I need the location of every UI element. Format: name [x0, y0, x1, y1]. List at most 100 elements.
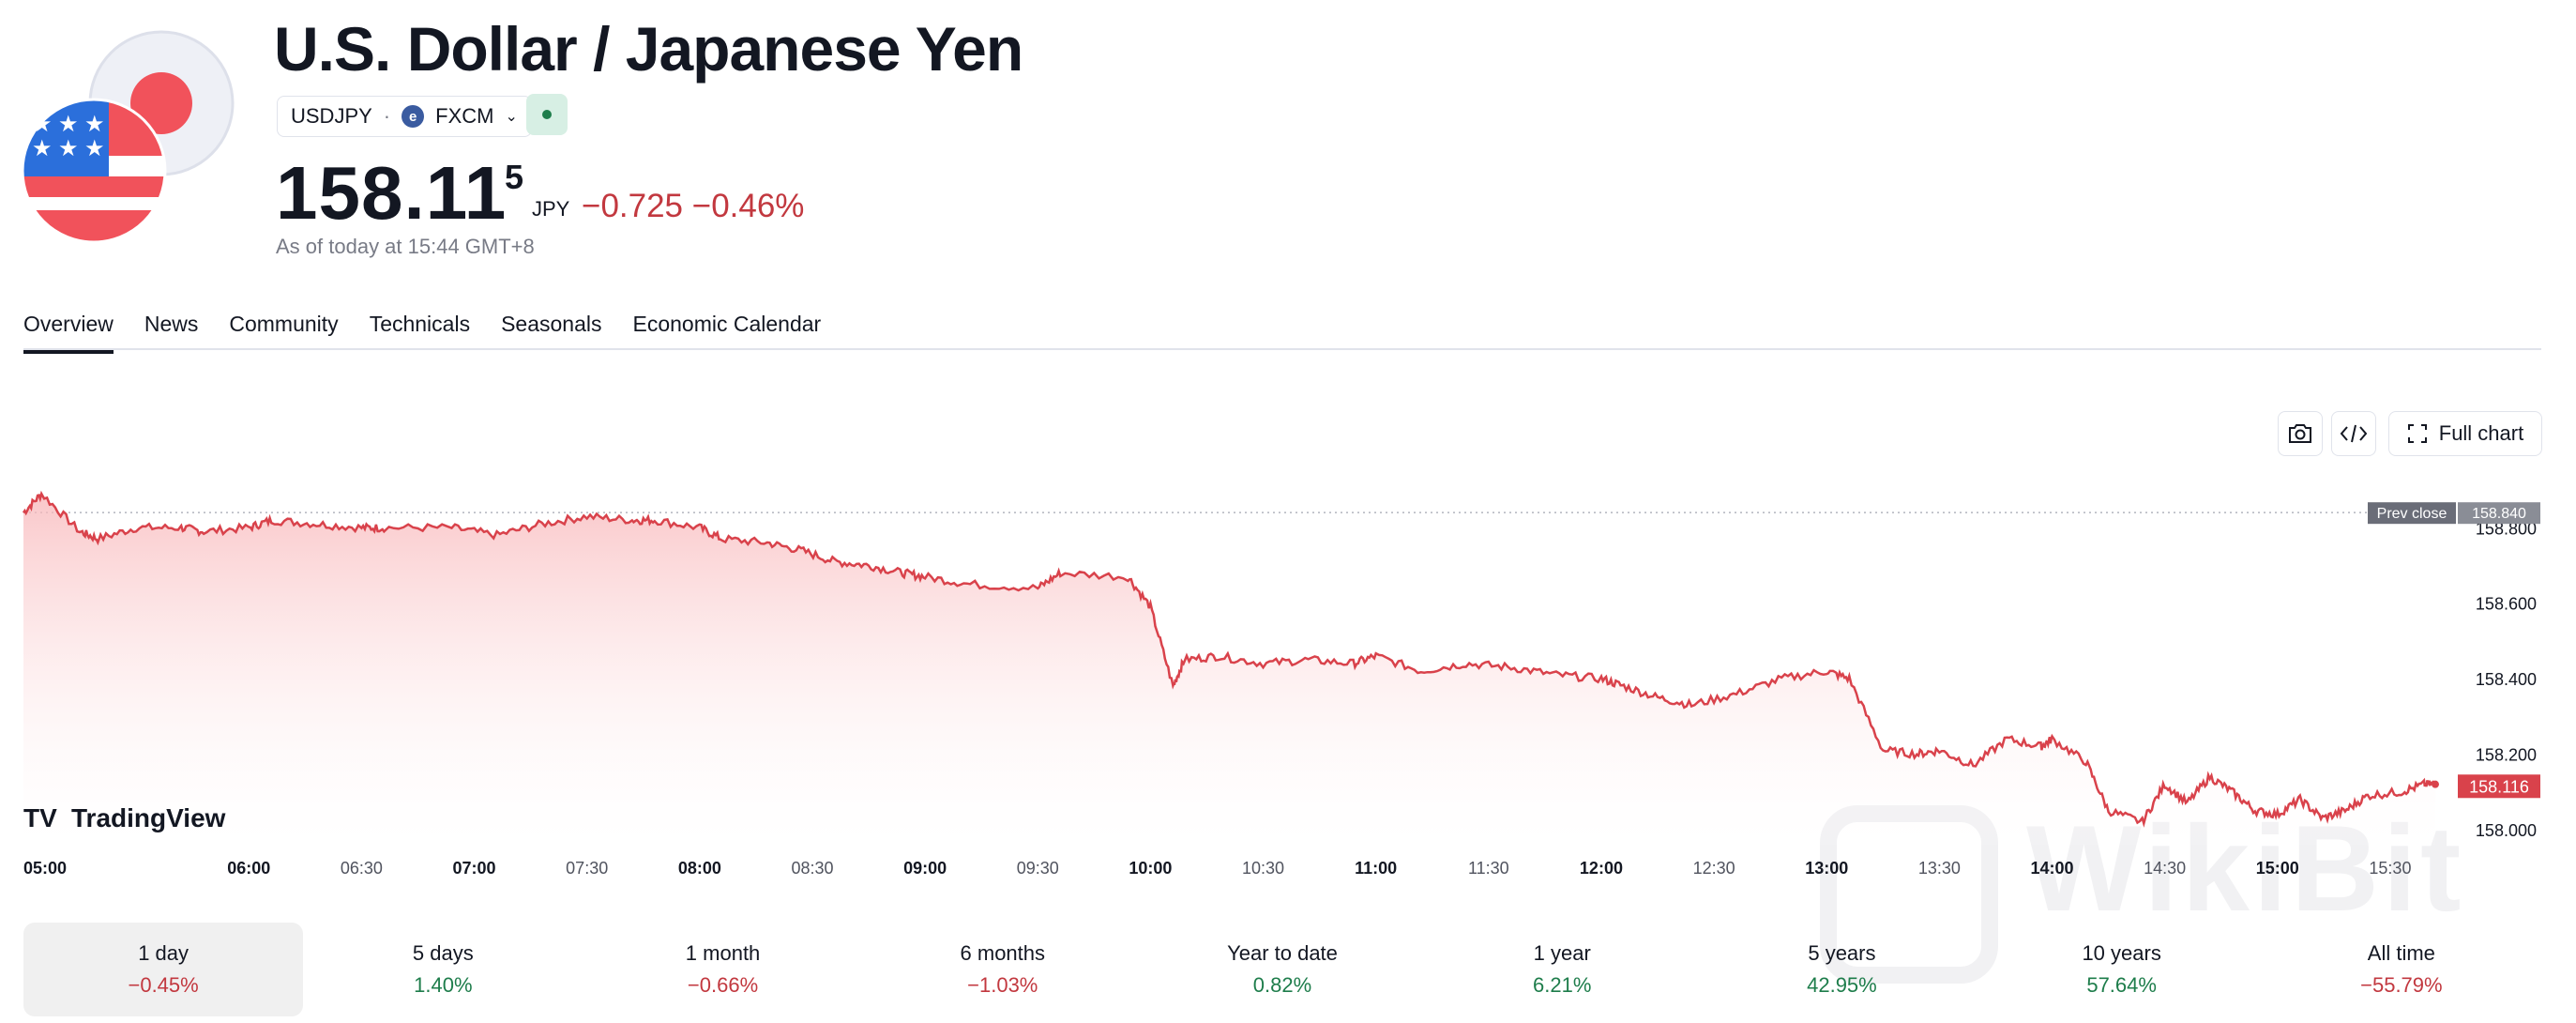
tab-overview[interactable]: Overview [23, 312, 114, 354]
period-5-years[interactable]: 5 years 42.95% [1702, 923, 1981, 1016]
x-tick-label: 08:00 [678, 859, 721, 878]
period-value: −0.66% [687, 973, 759, 997]
last-price-dot [2431, 780, 2439, 788]
price-fraction: 5 [505, 158, 524, 196]
price-value: 158.11 [276, 151, 508, 235]
tab-technicals[interactable]: Technicals [369, 312, 471, 336]
prev-close-label-bg [2368, 502, 2456, 525]
screenshot-button[interactable] [2278, 411, 2323, 456]
x-tick-label: 09:30 [1017, 859, 1059, 878]
price-chart[interactable]: 158.800 158.600 158.400 158.200 158.000 Prev … [0, 460, 2576, 892]
code-icon [2340, 424, 2368, 443]
period-value: 42.95% [1807, 973, 1877, 997]
svg-text:★: ★ [32, 135, 53, 161]
price-line [22, 490, 2436, 828]
period-6-months[interactable]: 6 months −1.03% [863, 923, 1143, 1016]
expand-icon [2407, 424, 2427, 443]
chevron-down-icon: ⌄ [505, 109, 518, 125]
prev-close-label: Prev close [2377, 506, 2447, 522]
x-tick-label: 10:30 [1242, 859, 1284, 878]
period-label: All time [2367, 941, 2435, 965]
page-title: U.S. Dollar / Japanese Yen [274, 14, 1023, 84]
x-tick-label: 11:00 [1355, 859, 1397, 878]
x-tick-label: 13:30 [1918, 859, 1961, 878]
prev-close-value-bg [2458, 502, 2540, 525]
x-tick-label: 09:00 [903, 859, 947, 878]
y-tick-label: 158.200 [2476, 746, 2537, 765]
currency-flags-icon: ★ ★ ★ ★ ★ ★ [21, 30, 235, 244]
embed-code-button[interactable] [2331, 411, 2376, 456]
period-10-years[interactable]: 10 years 57.64% [1982, 923, 2262, 1016]
tab-community[interactable]: Community [229, 312, 339, 336]
status-dot-icon [542, 110, 552, 119]
tradingview-wordmark: TradingView [71, 803, 226, 832]
y-tick-label: 158.400 [2476, 670, 2537, 689]
period-value: −1.03% [967, 973, 1038, 997]
period-value: 0.82% [1252, 973, 1312, 997]
fxcm-icon: e [402, 105, 425, 128]
period-label: 5 years [1808, 941, 1876, 965]
period-value: −55.79% [2360, 973, 2443, 997]
symbol-exchange-selector[interactable]: USDJPY · e FXCM ⌄ [277, 96, 532, 137]
period-performance-row: 1 day −0.45% 5 days 1.40% 1 month −0.66%… [23, 923, 2541, 1016]
svg-text:★: ★ [84, 135, 105, 161]
y-tick-label: 158.600 [2476, 595, 2537, 614]
x-tick-label: 06:00 [227, 859, 270, 878]
x-tick-label: 10:00 [1129, 859, 1172, 878]
period-1-year[interactable]: 1 year 6.21% [1422, 923, 1702, 1016]
x-tick-label: 14:30 [2144, 859, 2186, 878]
x-tick-label: 12:00 [1580, 859, 1623, 878]
period-1-day[interactable]: 1 day −0.45% [23, 923, 304, 1016]
period-label: 1 year [1533, 941, 1591, 965]
separator: · [383, 104, 391, 128]
tab-bar: Overview News Community Technicals Seaso… [23, 312, 852, 354]
price-change: −0.725 −0.46% [582, 188, 805, 224]
price-area [23, 494, 2435, 845]
x-tick-label: 13:00 [1805, 859, 1848, 878]
period-year-to-date[interactable]: Year to date 0.82% [1143, 923, 1422, 1016]
svg-text:★: ★ [58, 135, 79, 161]
full-chart-label: Full chart [2438, 421, 2524, 445]
prev-close-tag: Prev close 158.840 [2368, 502, 2540, 525]
camera-icon [2289, 424, 2311, 443]
period-all-time[interactable]: All time −55.79% [2262, 923, 2541, 1016]
tab-seasonals[interactable]: Seasonals [501, 312, 602, 336]
as-of-timestamp: As of today at 15:44 GMT+8 [276, 235, 535, 258]
y-tick-label: 158.800 [2476, 519, 2537, 538]
period-1-month[interactable]: 1 month −0.66% [583, 923, 862, 1016]
y-tick-label: 158.000 [2476, 821, 2537, 840]
x-tick-label: 07:30 [566, 859, 608, 878]
x-tick-label: 15:30 [2369, 859, 2411, 878]
x-tick-label: 07:00 [453, 859, 496, 878]
period-value: −0.45% [128, 973, 199, 997]
last-price-label: 158.116 [2469, 777, 2529, 796]
tradingview-logo[interactable]: TV TradingView [23, 803, 226, 832]
period-label: Year to date [1227, 941, 1338, 965]
symbol-label: USDJPY [291, 104, 372, 128]
period-label: 10 years [2082, 941, 2161, 965]
tab-news[interactable]: News [144, 312, 199, 336]
x-tick-label: 15:00 [2256, 859, 2299, 878]
x-tick-label: 05:00 [23, 859, 67, 878]
x-tick-label: 06:30 [341, 859, 383, 878]
svg-text:★: ★ [84, 111, 105, 137]
tab-divider [23, 348, 2541, 350]
x-tick-label: 11:30 [1468, 859, 1509, 878]
x-tick-label: 08:30 [791, 859, 833, 878]
market-status-badge[interactable] [526, 94, 568, 135]
period-value: 6.21% [1533, 973, 1592, 997]
full-chart-button[interactable]: Full chart [2388, 411, 2542, 456]
last-price-tag: 158.116 [2458, 774, 2540, 799]
x-tick-label: 12:30 [1693, 859, 1735, 878]
price-currency: JPY [532, 197, 570, 221]
tab-economic-calendar[interactable]: Economic Calendar [632, 312, 822, 336]
exchange-label: FXCM [435, 104, 494, 128]
period-value: 57.64% [2086, 973, 2157, 997]
period-value: 1.40% [414, 973, 473, 997]
last-price-bg [2458, 774, 2540, 799]
tradingview-mark-icon: TV [23, 803, 57, 832]
period-label: 5 days [412, 941, 474, 965]
period-label: 1 month [685, 941, 761, 965]
svg-text:★: ★ [58, 111, 79, 137]
period-5-days[interactable]: 5 days 1.40% [303, 923, 583, 1016]
